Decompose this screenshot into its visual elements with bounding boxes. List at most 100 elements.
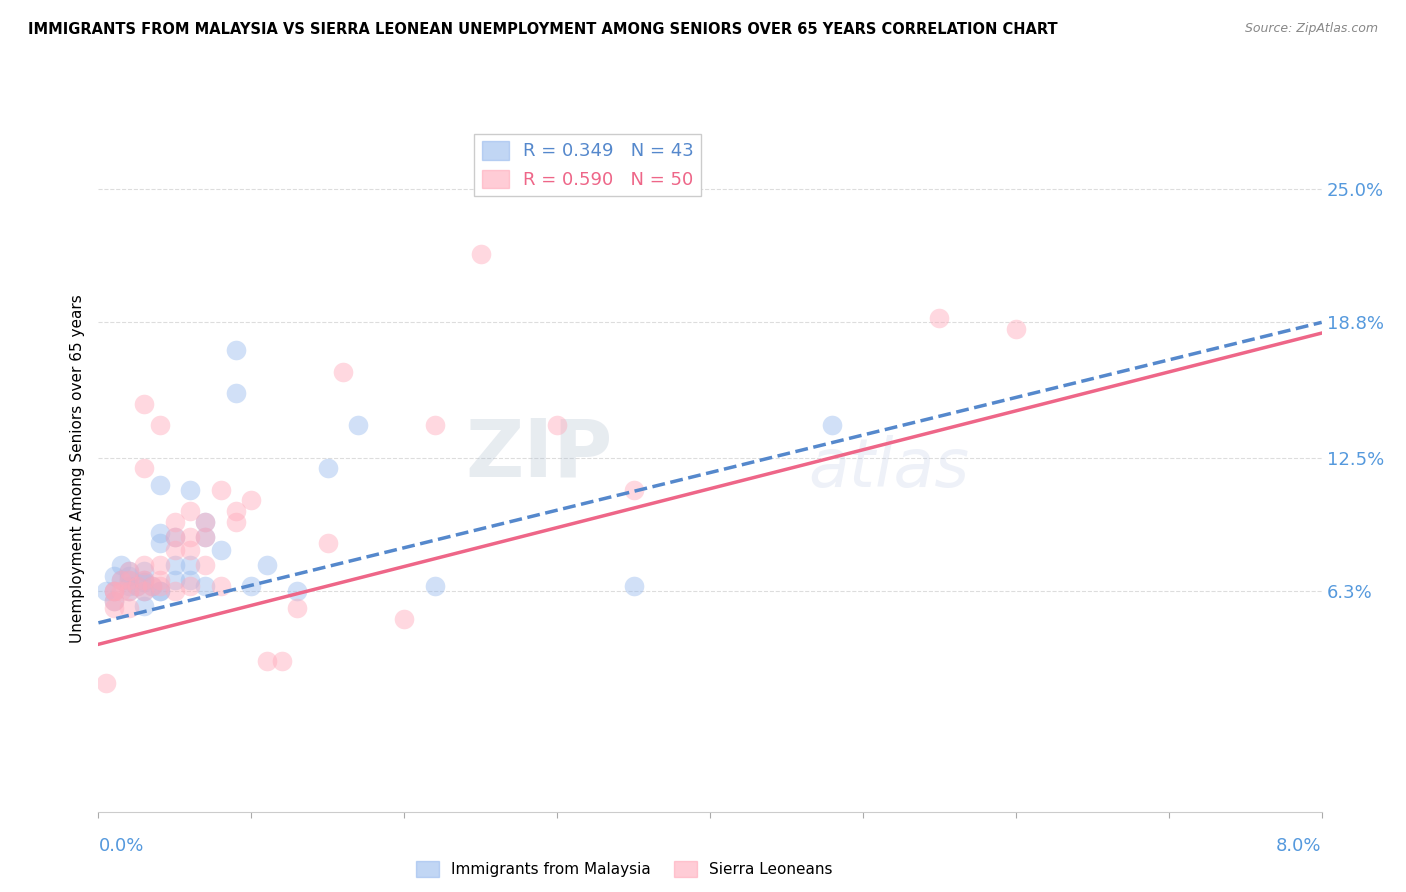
Point <box>163 573 186 587</box>
Point <box>194 515 217 529</box>
Point <box>125 579 148 593</box>
Point <box>179 530 201 544</box>
Point <box>103 600 125 615</box>
Point <box>103 583 125 598</box>
Point <box>149 583 172 598</box>
Point <box>225 515 247 529</box>
Point <box>103 583 125 598</box>
Point <box>240 579 263 593</box>
Point <box>125 579 148 593</box>
Point <box>118 600 141 615</box>
Point <box>163 558 186 572</box>
Text: ZIP: ZIP <box>465 416 612 493</box>
Point <box>103 594 125 608</box>
Point <box>546 418 568 433</box>
Point <box>163 530 186 544</box>
Point <box>163 583 186 598</box>
Point <box>928 311 950 326</box>
Text: IMMIGRANTS FROM MALAYSIA VS SIERRA LEONEAN UNEMPLOYMENT AMONG SENIORS OVER 65 YE: IMMIGRANTS FROM MALAYSIA VS SIERRA LEONE… <box>28 22 1057 37</box>
Point <box>240 493 263 508</box>
Point <box>623 483 645 497</box>
Legend: Immigrants from Malaysia, Sierra Leoneans: Immigrants from Malaysia, Sierra Leonean… <box>411 855 839 883</box>
Point <box>118 573 141 587</box>
Point <box>256 558 278 572</box>
Point <box>149 525 172 540</box>
Point <box>103 568 125 582</box>
Point <box>118 583 141 598</box>
Point <box>94 676 117 690</box>
Point <box>1004 322 1026 336</box>
Point <box>149 418 172 433</box>
Point <box>423 579 446 593</box>
Point <box>179 483 201 497</box>
Point <box>103 594 125 608</box>
Point <box>110 558 132 572</box>
Point <box>134 565 156 579</box>
Point <box>316 461 339 475</box>
Point <box>149 573 172 587</box>
Point <box>94 583 117 598</box>
Point <box>194 515 217 529</box>
Point <box>134 573 156 587</box>
Point <box>209 542 232 557</box>
Point <box>194 530 217 544</box>
Point <box>179 573 201 587</box>
Point <box>141 579 163 593</box>
Point <box>134 558 156 572</box>
Point <box>149 558 172 572</box>
Point <box>256 655 278 669</box>
Point <box>209 483 232 497</box>
Point <box>821 418 844 433</box>
Point <box>194 558 217 572</box>
Point <box>225 343 247 358</box>
Point <box>285 583 308 598</box>
Point <box>392 611 416 625</box>
Point <box>149 536 172 550</box>
Point <box>134 575 156 590</box>
Point <box>423 418 446 433</box>
Point <box>134 573 156 587</box>
Point <box>134 397 156 411</box>
Point <box>103 583 125 598</box>
Point <box>149 583 172 598</box>
Point <box>118 565 141 579</box>
Point <box>163 530 186 544</box>
Point <box>179 504 201 518</box>
Point <box>134 461 156 475</box>
Point <box>225 386 247 401</box>
Point <box>163 542 186 557</box>
Point <box>134 583 156 598</box>
Point <box>149 478 172 492</box>
Point <box>285 600 308 615</box>
Point <box>179 542 201 557</box>
Point <box>470 246 492 260</box>
Point <box>225 504 247 518</box>
Point <box>110 573 132 587</box>
Text: 0.0%: 0.0% <box>98 837 143 855</box>
Point <box>110 583 132 598</box>
Point <box>179 558 201 572</box>
Point <box>316 536 339 550</box>
Point <box>110 573 132 587</box>
Text: 8.0%: 8.0% <box>1277 837 1322 855</box>
Point <box>118 565 141 579</box>
Y-axis label: Unemployment Among Seniors over 65 years: Unemployment Among Seniors over 65 years <box>69 294 84 642</box>
Point <box>163 515 186 529</box>
Text: Source: ZipAtlas.com: Source: ZipAtlas.com <box>1244 22 1378 36</box>
Point <box>118 568 141 582</box>
Point <box>118 579 141 593</box>
Point <box>118 583 141 598</box>
Point <box>179 579 201 593</box>
Point <box>194 579 217 593</box>
Point <box>134 599 156 613</box>
Point <box>347 418 370 433</box>
Point <box>209 579 232 593</box>
Point <box>149 579 172 593</box>
Point <box>332 365 354 379</box>
Point <box>134 583 156 598</box>
Point <box>141 579 163 593</box>
Text: atlas: atlas <box>808 435 969 501</box>
Point <box>118 573 141 587</box>
Point <box>623 579 645 593</box>
Point <box>194 530 217 544</box>
